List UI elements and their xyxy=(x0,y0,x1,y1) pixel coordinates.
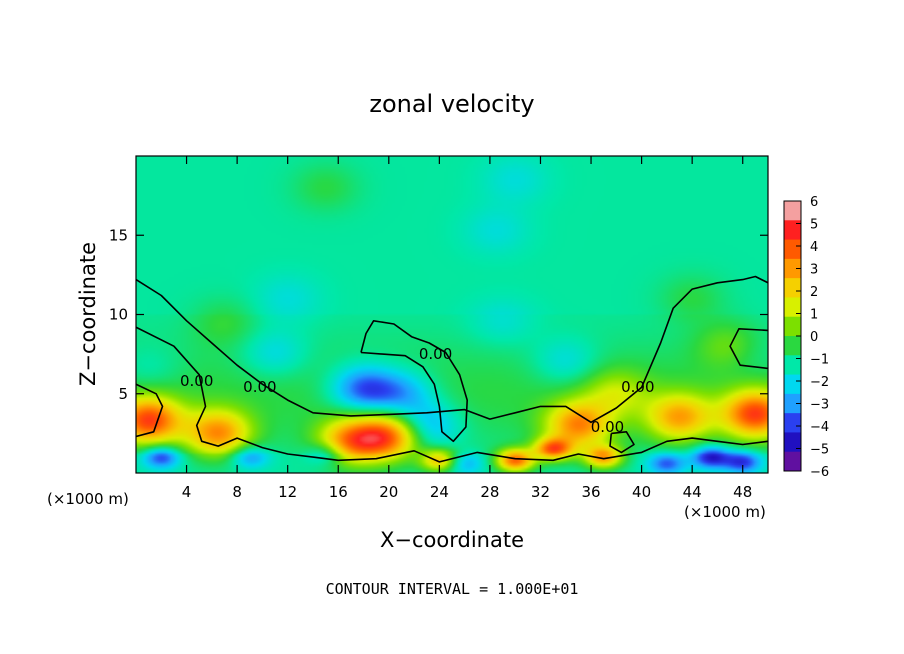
colorbar-tick-label: −5 xyxy=(810,443,829,458)
x-axis: 4 8 12 16 20 24 28 32 36 40 44 48 xyxy=(182,156,752,501)
colorbar-swatch xyxy=(784,278,801,298)
x-tick-label: 24 xyxy=(430,483,449,501)
contour-line xyxy=(136,383,164,438)
colorbar-tick-label: 5 xyxy=(810,218,818,233)
y-axis-title: Z−coordinate xyxy=(76,242,100,386)
colorbar-tick-label: −3 xyxy=(810,398,829,413)
x-tick-label: 16 xyxy=(329,483,348,501)
contour-line xyxy=(360,320,468,443)
chart-title: zonal velocity xyxy=(369,90,534,118)
y-axis: 5 10 15 xyxy=(109,226,768,403)
colorbar-swatch xyxy=(784,239,801,260)
colorbar-tick-label: −2 xyxy=(810,375,829,390)
contour-line xyxy=(136,275,768,424)
contour-label: 0.00 xyxy=(419,345,452,363)
velocity-field-raster xyxy=(136,156,768,473)
contour-lines xyxy=(136,275,768,463)
contour-line xyxy=(609,431,635,454)
x-tick-label: 4 xyxy=(182,483,192,501)
x-axis-title: X−coordinate xyxy=(380,528,524,552)
colorbar-swatch xyxy=(784,220,801,241)
colorbar-swatch xyxy=(784,297,801,318)
x-tick-label: 48 xyxy=(733,483,752,501)
x-tick-label: 44 xyxy=(683,483,702,501)
x-tick-label: 32 xyxy=(531,483,550,501)
colorbar-swatch xyxy=(784,355,801,376)
colorbar-tick-label: 4 xyxy=(810,240,818,255)
colorbar-tick-label: 0 xyxy=(810,330,818,345)
y-tick-label: 5 xyxy=(118,385,128,403)
colorbar-tick-label: −1 xyxy=(810,353,829,368)
colorbar-swatch xyxy=(784,316,801,337)
colorbar-tick-label: 3 xyxy=(810,263,818,278)
colorbar-swatch xyxy=(784,374,801,395)
colorbar-tick-label: 1 xyxy=(810,308,818,323)
contour-label: 0.00 xyxy=(591,418,624,436)
contour-label: 0.00 xyxy=(243,378,276,396)
colorbar-swatch xyxy=(784,432,801,453)
contour-label: 0.00 xyxy=(180,372,213,390)
x-units-left: (×1000 m) xyxy=(47,490,129,508)
y-tick-label: 15 xyxy=(109,226,128,244)
x-tick-label: 8 xyxy=(232,483,242,501)
x-tick-label: 12 xyxy=(278,483,297,501)
colorbar-swatch xyxy=(784,451,801,472)
colorbar-tick-label: 2 xyxy=(810,285,818,300)
contour-line xyxy=(136,326,768,463)
colorbar-tick-label: −6 xyxy=(810,465,829,480)
colorbar-swatch xyxy=(784,413,801,433)
colorbar-tick-label: 6 xyxy=(810,195,818,210)
colorbar-swatch xyxy=(784,201,801,221)
heatmap-field xyxy=(136,156,768,473)
contour-interval-note: CONTOUR INTERVAL = 1.000E+01 xyxy=(326,580,579,598)
colorbar-tick-label: −4 xyxy=(810,420,829,435)
contour-labels: 0.00 0.00 0.00 0.00 0.00 xyxy=(180,345,655,436)
x-tick-label: 28 xyxy=(480,483,499,501)
colorbar-swatch xyxy=(784,258,801,279)
colorbar-swatch xyxy=(784,336,801,356)
x-units-right: (×1000 m) xyxy=(684,503,766,521)
y-tick-label: 10 xyxy=(109,306,128,324)
colorbar: 6 5 4 3 2 1 0 −1 −2 −3 −4 −5 −6 xyxy=(783,195,829,480)
colorbar-swatch xyxy=(784,393,801,414)
contour-label: 0.00 xyxy=(621,378,654,396)
x-tick-label: 40 xyxy=(632,483,651,501)
x-tick-label: 36 xyxy=(581,483,600,501)
x-tick-label: 20 xyxy=(379,483,398,501)
contour-line xyxy=(729,328,768,370)
